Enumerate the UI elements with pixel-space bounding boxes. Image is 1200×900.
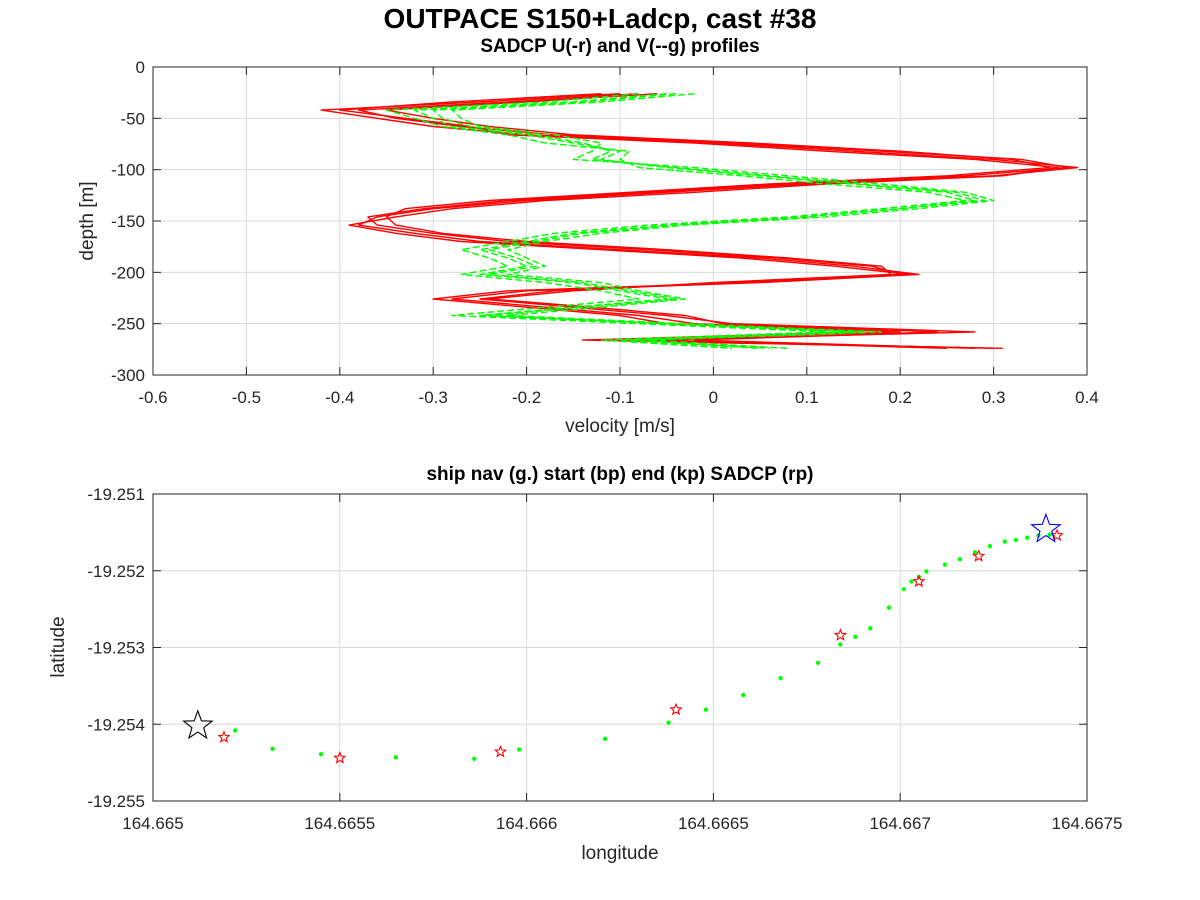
profile-y-tick-label: -150: [111, 212, 145, 231]
u-profile-line: [320, 93, 1079, 349]
v-profile-line: [432, 93, 985, 349]
sadcp-star-marker: [833, 628, 848, 641]
profile-y-tick-label: -200: [111, 263, 145, 282]
figure-title: OUTPACE S150+Ladcp, cast #38: [384, 3, 817, 34]
sadcp-star-marker: [912, 574, 926, 588]
nav-x-tick-label: 164.666: [496, 814, 557, 833]
ship-nav-point: [270, 746, 275, 751]
ship-nav-point: [838, 642, 843, 647]
sadcp-star-marker: [971, 549, 986, 562]
profile-y-tick-label: -300: [111, 366, 145, 385]
nav-chart-title: ship nav (g.) start (bp) end (kp) SADCP …: [426, 464, 813, 485]
nav-y-tick-label: -19.251: [87, 485, 145, 504]
profile-x-tick-label: -0.1: [605, 388, 634, 407]
ship-nav-point: [516, 747, 522, 752]
end-star-marker: [182, 709, 214, 740]
ship-nav-point: [957, 557, 963, 562]
nav-tick-labels: 164.665 164.6655 164.666 164.6665 164.667 164…: [87, 485, 1122, 833]
ship-nav-point: [1025, 535, 1030, 540]
profile-x-tick-label: 0: [709, 388, 718, 407]
ship-nav-point: [318, 752, 324, 757]
profile-grid: [152, 66, 1088, 376]
ship-nav-point: [778, 676, 783, 681]
profile-x-axis-label: velocity [m/s]: [565, 416, 675, 437]
ship-nav-point: [886, 605, 892, 610]
ship-nav-point: [666, 720, 671, 725]
nav-x-tick-label: 164.6655: [304, 814, 375, 833]
profile-chart-title: SADCP U(-r) and V(--g) profiles: [480, 36, 759, 57]
nav-x-tick-label: 164.667: [869, 814, 930, 833]
nav-grid: [152, 493, 1088, 802]
nav-points: [182, 512, 1064, 764]
ship-nav-point: [853, 634, 858, 639]
nav-y-tick-label: -19.255: [87, 792, 145, 811]
profile-x-tick-label: 0.1: [795, 388, 819, 407]
ship-nav-point: [1047, 532, 1052, 537]
profile-tick-labels: -0.6 -0.5 -0.4 -0.3 -0.2 -0.1 0 0.1 0.2 0.3 0.4 0 -5…: [111, 58, 1099, 407]
ship-nav-point: [924, 569, 929, 574]
ship-nav-point: [909, 579, 914, 584]
ship-nav-point: [972, 550, 978, 555]
profile-x-tick-label: -0.2: [512, 388, 541, 407]
ship-nav-point: [815, 660, 821, 665]
nav-y-tick-label: -19.252: [87, 562, 145, 581]
ship-nav-point: [703, 707, 709, 712]
start-star-marker: [1030, 512, 1062, 543]
ship-nav-point: [1013, 537, 1019, 543]
sadcp-star-marker: [217, 730, 231, 743]
sadcp-star-marker: [333, 750, 347, 764]
nav-x-tick-label: 164.6675: [1052, 814, 1123, 833]
u-profile-line: [385, 93, 1051, 349]
sadcp-star-marker: [1050, 528, 1064, 542]
nav-y-axis-label: latitude: [48, 616, 69, 677]
profile-x-tick-label: -0.5: [232, 388, 261, 407]
profile-x-tick-label: 0.2: [888, 388, 912, 407]
profile-y-tick-label: -50: [120, 109, 145, 128]
nav-plot-frame: [152, 493, 1088, 802]
ship-nav-point: [901, 587, 907, 592]
nav-y-tick-label: -19.254: [87, 715, 145, 734]
ship-nav-point: [942, 562, 948, 567]
ship-nav-point: [602, 736, 608, 741]
profile-y-axis-label: depth [m]: [77, 181, 98, 260]
ship-nav-point: [741, 692, 746, 698]
nav-x-axis-label: longitude: [581, 843, 658, 864]
ship-nav-point: [1002, 539, 1007, 544]
ship-nav-point: [987, 544, 993, 549]
sadcp-star-marker: [669, 702, 683, 716]
u-profile-line: [339, 93, 1060, 349]
sadcp-star-marker: [493, 744, 508, 758]
profile-x-tick-label: -0.6: [138, 388, 167, 407]
profile-x-tick-label: -0.3: [419, 388, 448, 407]
profile-chart: SADCP U(-r) and V(--g) profiles -0.6 -0.5…: [77, 36, 1099, 437]
ship-nav-point: [868, 626, 873, 631]
ship-nav-point: [472, 756, 477, 761]
profile-plot-frame: [152, 66, 1088, 376]
profile-y-tick-label: 0: [136, 58, 145, 77]
nav-chart: ship nav (g.) start (bp) end (kp) SADCP …: [48, 464, 1122, 864]
nav-x-tick-label: 164.6665: [678, 814, 749, 833]
profile-y-tick-label: -100: [111, 161, 145, 180]
ship-nav-point: [233, 728, 238, 733]
v-profile-line: [451, 93, 995, 349]
profile-x-tick-label: 0.4: [1075, 388, 1099, 407]
ship-nav-point: [393, 755, 398, 760]
nav-y-tick-label: -19.253: [87, 639, 145, 658]
profile-y-tick-label: -250: [111, 315, 145, 334]
profile-x-tick-label: 0.3: [982, 388, 1006, 407]
v-profile-line: [413, 93, 976, 349]
nav-x-tick-label: 164.665: [122, 814, 183, 833]
profile-x-tick-label: -0.4: [325, 388, 354, 407]
profile-lines: [320, 93, 1079, 349]
v-profile-line: [385, 93, 967, 349]
